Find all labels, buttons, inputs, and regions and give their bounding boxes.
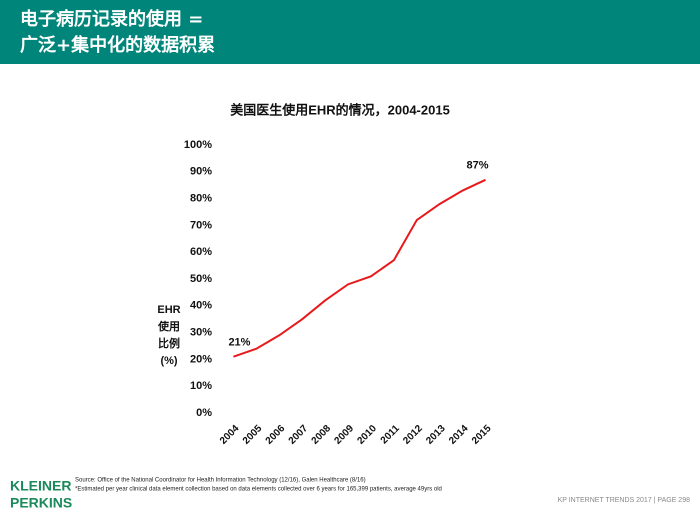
header-band: [0, 0, 700, 64]
y-tick-label: 80%: [190, 193, 212, 205]
x-tick-label: 2006: [264, 423, 288, 447]
y-tick-label: 30%: [190, 327, 212, 339]
data-label: 21%: [228, 337, 250, 349]
x-tick-label: 2005: [241, 423, 265, 447]
x-tick-label: 2010: [355, 423, 379, 447]
x-tick-label: 2013: [424, 423, 448, 447]
footnote: *Estimated per year clinical data elemen…: [75, 487, 442, 493]
page-footer: KP INTERNET TRENDS 2017 | PAGE 298: [558, 497, 691, 504]
slide-title: 广泛+集中化的数据积累: [20, 34, 215, 56]
slide-title: 电子病历记录的使用 =: [20, 8, 203, 30]
data-label: 87%: [467, 160, 489, 172]
y-axis-label: EHR使用比例(%): [157, 304, 181, 367]
y-tick-label: 20%: [190, 353, 212, 365]
logo: KLEINER: [10, 478, 71, 494]
source: Source: Office of the National Coordinat…: [75, 478, 366, 484]
y-tick-label: 50%: [190, 273, 212, 285]
x-tick-label: 2012: [401, 423, 425, 447]
chart-title: 美国医生使用EHR的情况，2004-2015: [230, 102, 450, 117]
y-tick-label: 60%: [190, 246, 212, 258]
y-tick-label: 70%: [190, 219, 212, 231]
x-tick-label: 2008: [310, 423, 334, 447]
line: [233, 178, 486, 358]
y-tick-label: 100%: [184, 139, 212, 151]
y-tick-label: 0%: [196, 407, 212, 419]
logo: PERKINS: [10, 495, 72, 511]
x-tick-label: 2014: [447, 423, 471, 447]
y-tick-label: 40%: [190, 300, 212, 312]
x-tick-label: 2004: [218, 423, 242, 447]
x-tick-label: 2009: [333, 423, 357, 447]
x-tick-label: 2007: [287, 423, 311, 447]
x-tick-label: 2011: [379, 423, 402, 446]
y-tick-label: 90%: [190, 166, 212, 178]
x-tick-label: 2015: [470, 423, 494, 447]
y-tick-label: 10%: [190, 380, 212, 392]
